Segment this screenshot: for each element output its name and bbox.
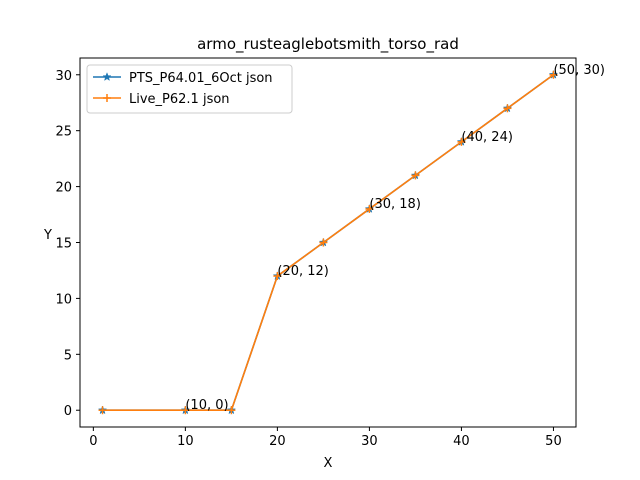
legend-box [86, 64, 293, 114]
annotation-layer: (10, 0) (20, 12) (30, 18) (40, 24) (50, 30) [185, 63, 605, 413]
legend: PTS_P64.01_6Oct json Live_P62.1 json [86, 64, 293, 114]
legend-entry: Live_P62.1 json [93, 92, 230, 107]
series-line [102, 74, 554, 412]
y-tick-label: 20 [55, 181, 72, 196]
y-tick-label: 5 [64, 348, 72, 363]
x-tick-label: 40 [453, 434, 470, 449]
y-axis: 0 5 10 15 20 25 30 [55, 69, 80, 419]
data-label: (50, 30) [553, 63, 605, 78]
y-tick-label: 15 [55, 237, 72, 252]
data-point [411, 171, 420, 180]
data-label: (10, 0) [185, 398, 228, 413]
x-axis-label: X [324, 456, 333, 471]
y-axis-label: Y [43, 228, 52, 243]
data-label: (30, 18) [369, 197, 421, 212]
data-point [365, 204, 374, 213]
y-tick-label: 30 [55, 69, 72, 84]
data-point [98, 406, 107, 415]
x-tick-label: 10 [177, 434, 194, 449]
data-label: (20, 12) [277, 264, 329, 279]
x-tick-label: 30 [361, 434, 378, 449]
data-point [549, 70, 558, 79]
chart-title: armo_rusteaglebotsmith_torso_rad [197, 35, 459, 54]
x-tick-label: 50 [545, 434, 562, 449]
x-axis: 0 10 20 30 40 50 [89, 427, 562, 449]
x-tick-label: 20 [269, 434, 286, 449]
data-point [273, 272, 282, 281]
legend-label: Live_P62.1 json [129, 92, 230, 107]
legend-entry: PTS_P64.01_6Oct json [93, 71, 273, 86]
y-tick-label: 10 [55, 292, 72, 307]
data-point [457, 137, 466, 146]
y-tick-label: 25 [55, 125, 72, 140]
data-point [319, 238, 328, 247]
legend-label: PTS_P64.01_6Oct json [129, 71, 273, 86]
data-label: (40, 24) [461, 130, 512, 145]
data-point [503, 104, 512, 113]
y-tick-label: 0 [64, 404, 72, 419]
x-tick-label: 0 [89, 434, 97, 449]
series-layer [97, 69, 559, 415]
data-point [227, 406, 236, 415]
series-2 [98, 70, 558, 415]
data-point [181, 406, 190, 415]
star-marker [102, 72, 112, 81]
